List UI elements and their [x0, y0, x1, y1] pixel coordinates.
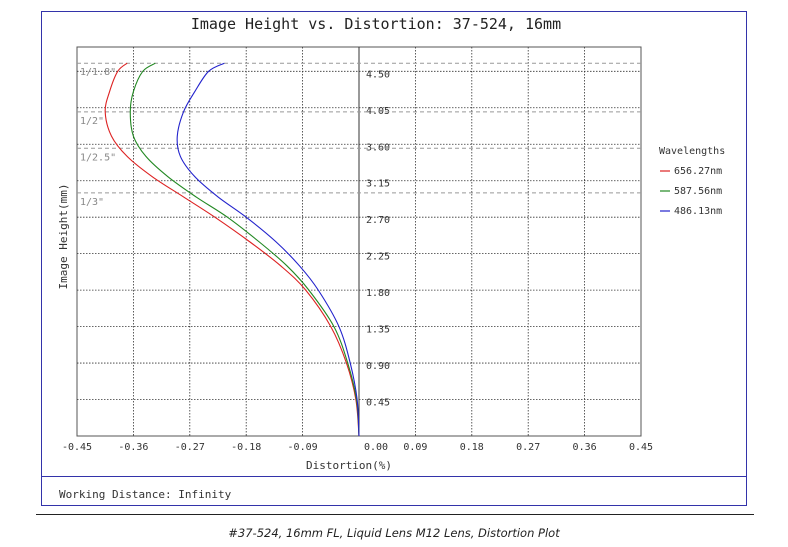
legend-label: 587.56nm	[674, 186, 722, 197]
sensor-size-label: 1/3"	[80, 197, 104, 208]
y-tick-label: 3.60	[366, 142, 390, 153]
legend-label: 656.27nm	[674, 166, 722, 177]
chart-frame	[41, 11, 747, 506]
y-tick-label: 0.45	[366, 398, 390, 409]
x-tick-label: -0.27	[175, 442, 205, 453]
x-tick-label: 0.09	[403, 442, 427, 453]
y-tick-label: 3.15	[366, 179, 390, 190]
sensor-size-label: 1/2.5"	[80, 152, 116, 163]
x-tick-label: -0.36	[118, 442, 148, 453]
sensor-size-label: 1/2"	[80, 116, 104, 127]
figure-caption: #37-524, 16mm FL, Liquid Lens M12 Lens, …	[228, 526, 560, 540]
x-tick-label: 0.36	[573, 442, 597, 453]
y-tick-label: 2.25	[366, 252, 390, 263]
legend-label: 486.13nm	[674, 206, 722, 217]
y-tick-label: 0.90	[366, 361, 390, 372]
series-line	[176, 62, 360, 436]
x-tick-label: 0.18	[460, 442, 484, 453]
footer-divider	[41, 476, 747, 477]
sensor-size-label: 1/1.8"	[80, 67, 116, 78]
x-tick-label: 0.27	[516, 442, 540, 453]
y-tick-label: 1.80	[366, 288, 390, 299]
x-tick-label: -0.18	[231, 442, 261, 453]
x-tick-label: -0.45	[62, 442, 92, 453]
x-tick-label: 0.00	[364, 442, 388, 453]
x-axis-label: Distortion(%)	[306, 459, 392, 472]
y-tick-label: 4.05	[366, 106, 390, 117]
series-line	[129, 62, 360, 436]
working-distance-note: Working Distance: Infinity	[59, 488, 232, 501]
y-axis-label: Image Height(mm)	[57, 184, 70, 290]
x-tick-label: 0.45	[629, 442, 653, 453]
y-tick-label: 4.50	[366, 69, 390, 80]
y-tick-label: 1.35	[366, 325, 390, 336]
y-tick-label: 2.70	[366, 215, 390, 226]
x-tick-label: -0.09	[288, 442, 318, 453]
chart-title: Image Height vs. Distortion: 37-524, 16m…	[191, 15, 561, 33]
caption-rule	[36, 514, 754, 515]
legend-title: Wavelengths	[659, 146, 725, 157]
series-line	[104, 62, 360, 436]
